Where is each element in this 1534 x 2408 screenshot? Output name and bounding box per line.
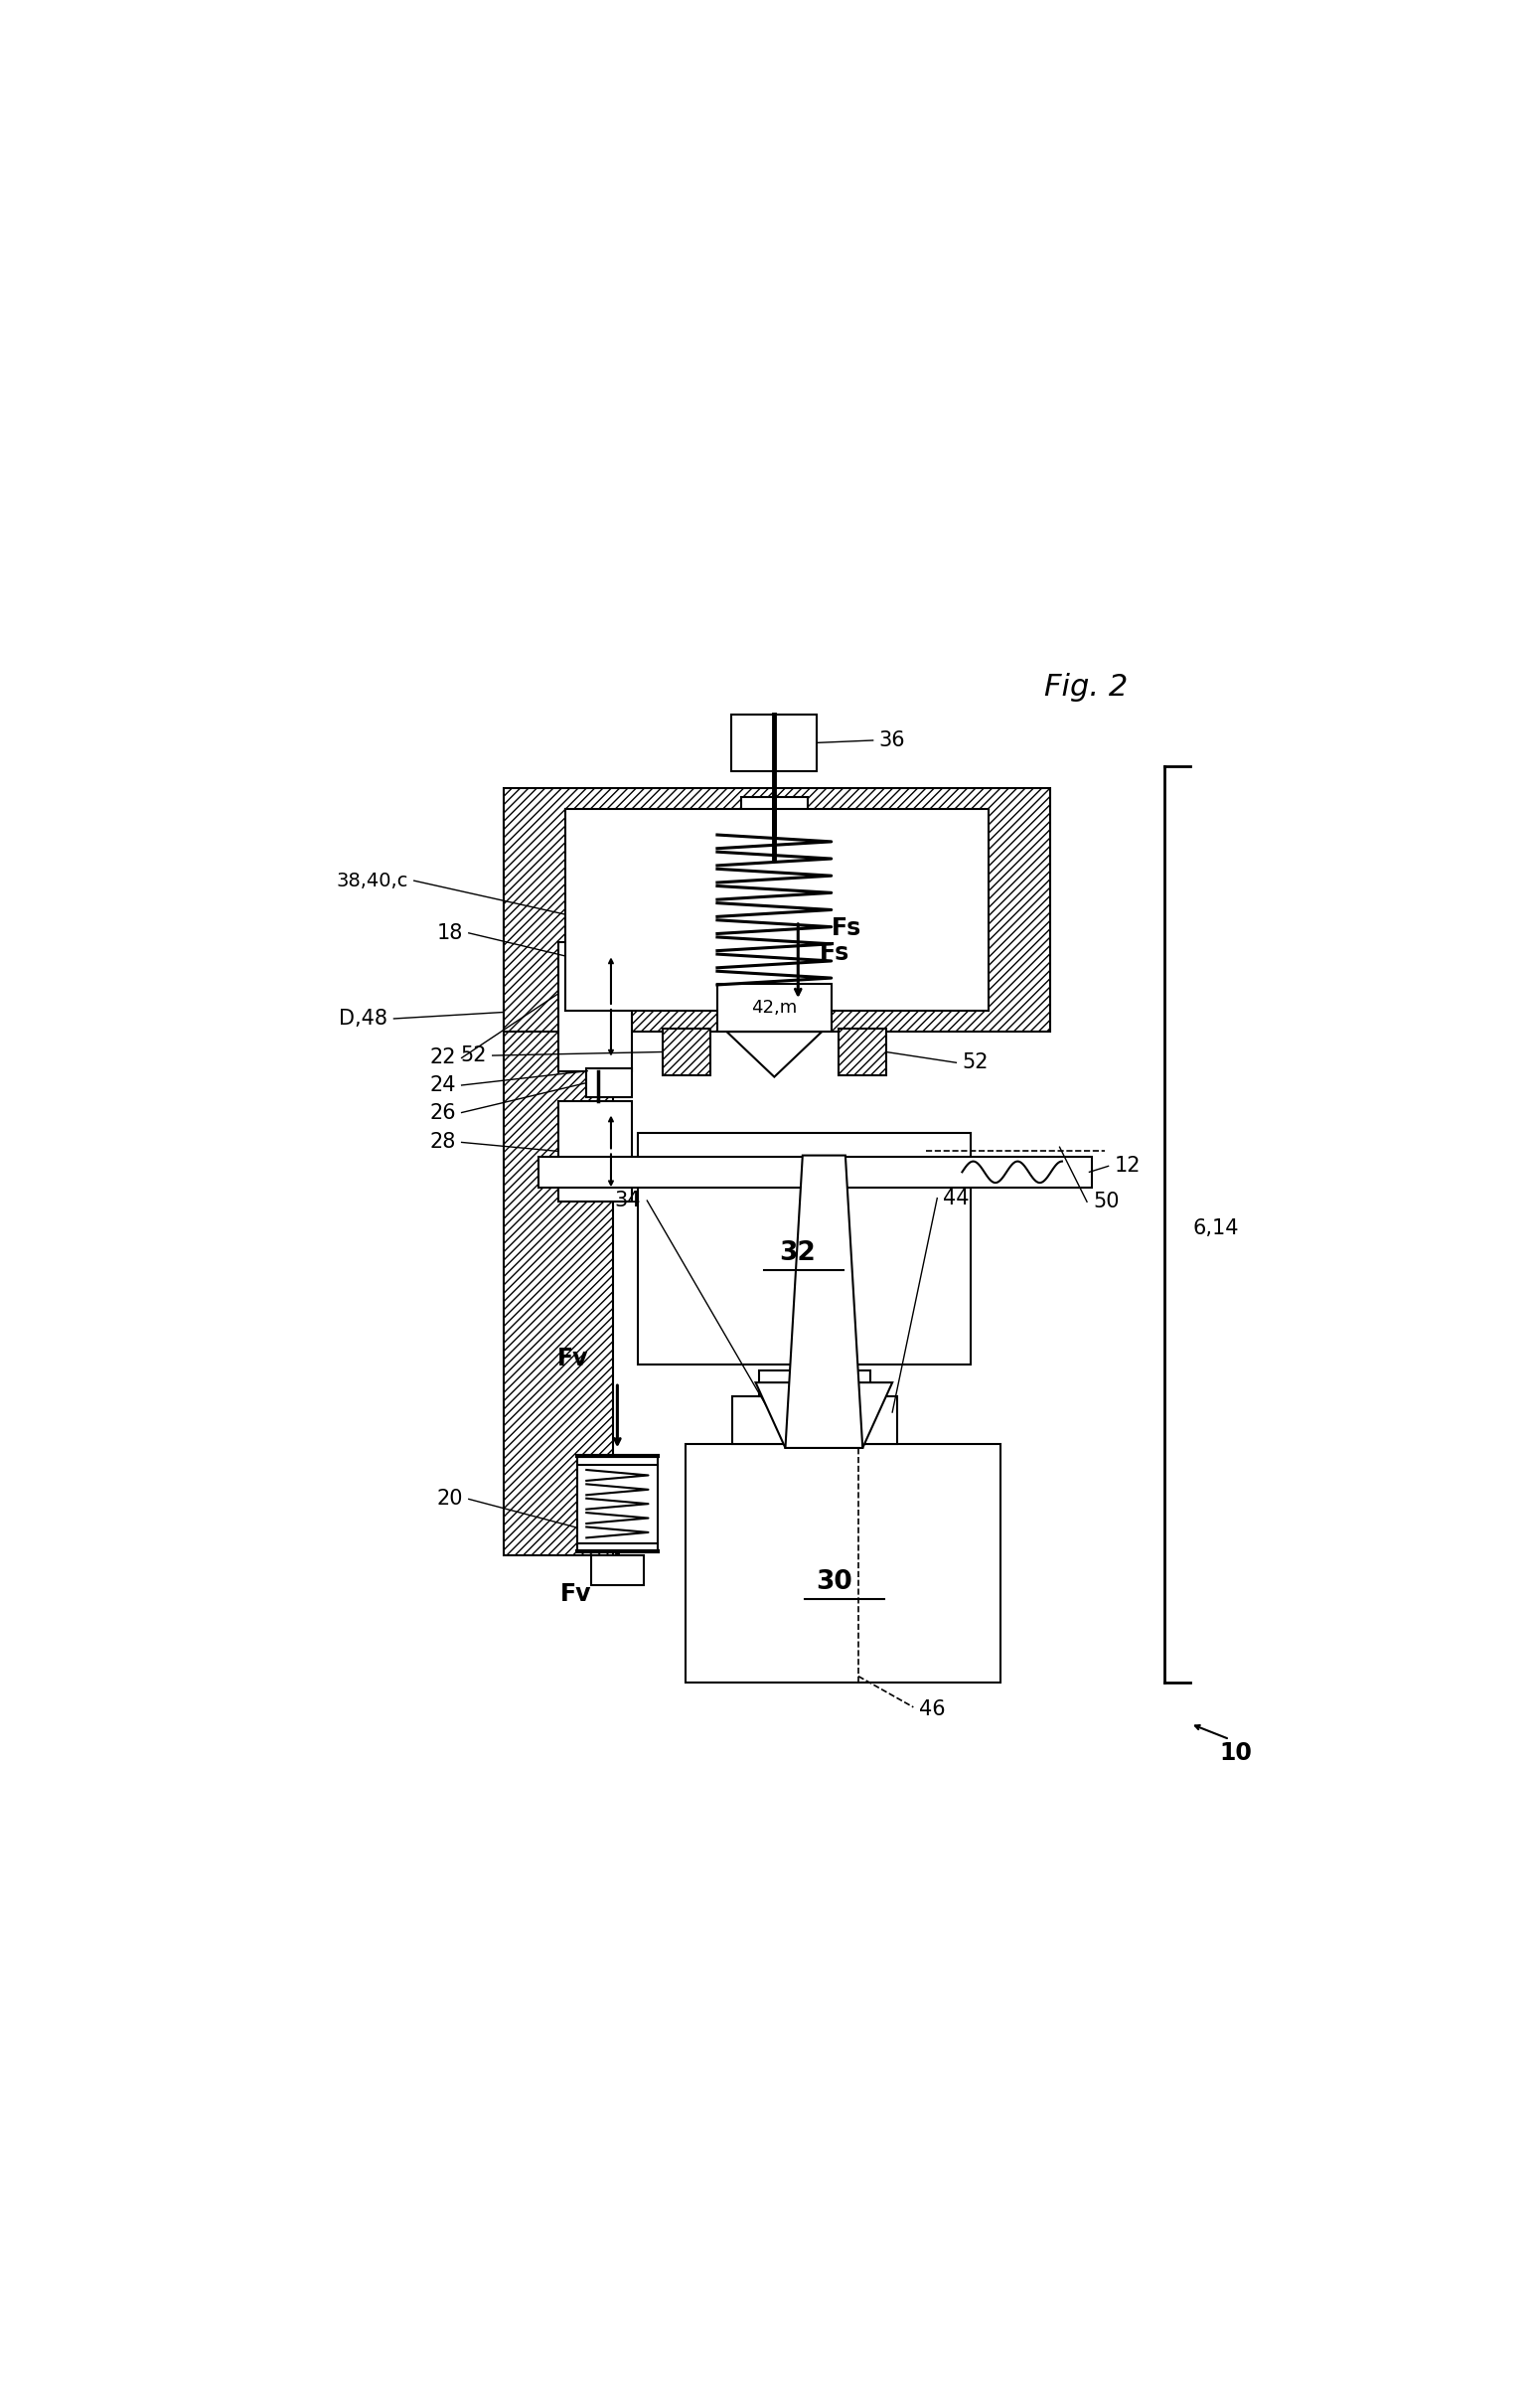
Text: Fig. 2: Fig. 2: [1045, 672, 1127, 701]
Text: Fs: Fs: [819, 942, 850, 966]
Bar: [503, 787, 1051, 1031]
Text: 32: 32: [779, 1240, 816, 1267]
Bar: [686, 1445, 1000, 1683]
Text: 46: 46: [919, 1700, 946, 1719]
Bar: [591, 1556, 644, 1584]
Polygon shape: [756, 1382, 893, 1447]
Text: 10: 10: [1220, 1741, 1252, 1765]
Bar: [503, 811, 612, 1556]
Text: 24: 24: [430, 1076, 456, 1096]
Text: 26: 26: [430, 1103, 456, 1122]
Polygon shape: [785, 1156, 862, 1447]
Text: 42,m: 42,m: [752, 999, 798, 1016]
Text: 28: 28: [430, 1132, 456, 1153]
Text: 18: 18: [437, 922, 463, 944]
Text: Fv: Fv: [560, 1582, 591, 1606]
Bar: [663, 1028, 710, 1076]
Text: Fs: Fs: [831, 917, 862, 939]
Text: 34: 34: [615, 1190, 641, 1211]
Text: 20: 20: [437, 1488, 463, 1510]
Text: Fv: Fv: [557, 1346, 589, 1370]
Text: 50: 50: [1092, 1192, 1120, 1211]
Bar: [638, 1132, 971, 1365]
Bar: [586, 1069, 632, 1098]
Bar: [565, 809, 988, 1011]
Bar: [741, 797, 807, 833]
Text: 38,40,c: 38,40,c: [336, 872, 408, 891]
Bar: [733, 1397, 897, 1445]
Bar: [558, 942, 632, 1072]
Polygon shape: [727, 1031, 822, 1076]
Text: 12: 12: [1114, 1156, 1141, 1175]
Bar: [577, 1457, 658, 1551]
Text: 52: 52: [962, 1052, 988, 1072]
Bar: [558, 1100, 632, 1202]
Text: D,48: D,48: [339, 1009, 388, 1028]
Text: 6,14: 6,14: [1193, 1218, 1239, 1238]
Text: 22: 22: [430, 1047, 456, 1067]
Bar: [759, 1370, 871, 1397]
Text: 52: 52: [460, 1045, 486, 1064]
Bar: [718, 985, 831, 1031]
Bar: [839, 1028, 887, 1076]
Text: 30: 30: [816, 1570, 853, 1594]
Text: 44: 44: [943, 1187, 969, 1209]
Bar: [538, 1156, 1092, 1187]
Bar: [732, 715, 818, 771]
Text: 36: 36: [879, 730, 905, 751]
